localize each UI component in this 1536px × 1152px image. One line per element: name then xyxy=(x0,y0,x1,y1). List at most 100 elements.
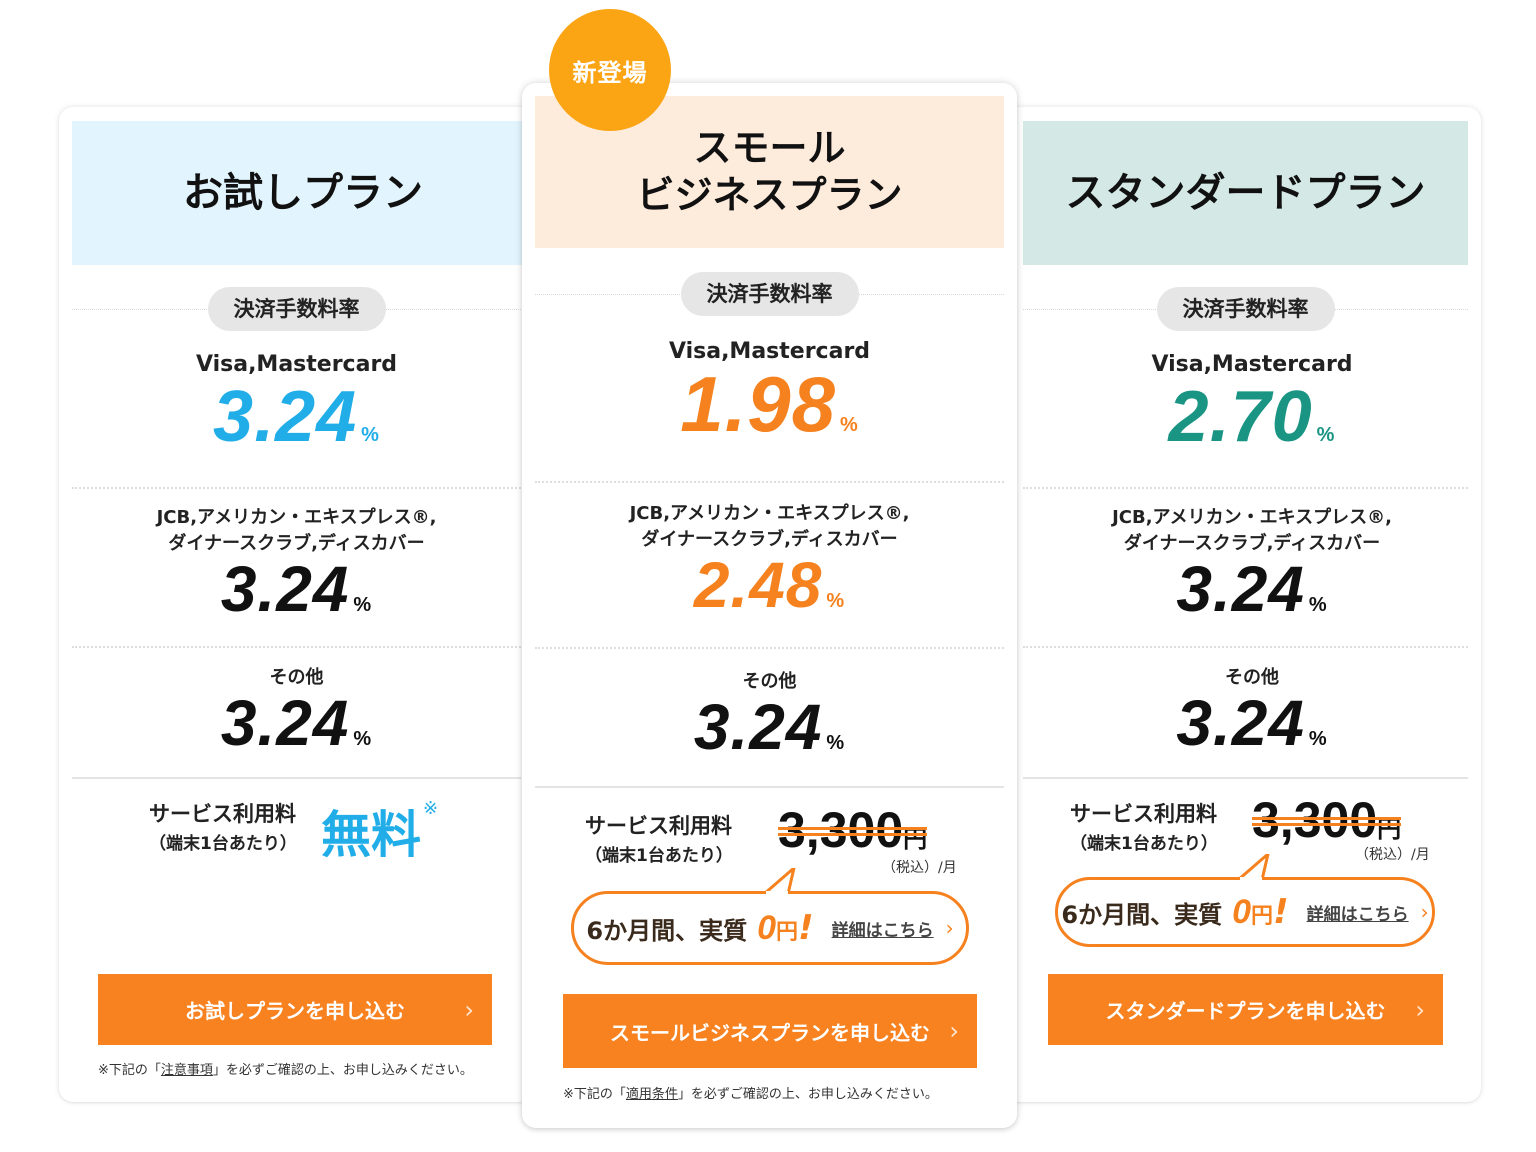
divider xyxy=(535,647,1004,649)
chevron-right-icon: › xyxy=(945,916,954,940)
original-price: 3,300円 xyxy=(1252,791,1402,849)
jcb-label-line2: ダイナースクラブ,ディスカバー xyxy=(168,533,425,554)
jcb-rate: 2.48% xyxy=(522,553,1017,635)
percent-sign: % xyxy=(353,728,373,750)
jcb-label-line2: ダイナースクラブ,ディスカバー xyxy=(1123,533,1381,554)
chevron-right-icon: › xyxy=(1415,995,1425,1024)
plan-title-line1: スモール xyxy=(693,125,846,170)
note-suffix: 」を必ずご確認の上、お申し込みください。 xyxy=(212,1063,473,1078)
free-text: 無料 xyxy=(321,806,421,864)
divider xyxy=(72,487,521,489)
jcb-rate-value: 3.24 xyxy=(220,553,350,625)
new-badge: 新登場 xyxy=(549,9,671,131)
original-price-value: 3,300 xyxy=(778,802,904,858)
visa-label: Visa,Mastercard xyxy=(1151,352,1353,377)
service-fee-label: サービス利用料 （端末1台あたり） xyxy=(149,799,297,859)
apply-standard-button[interactable]: スタンダードプランを申し込む › xyxy=(1048,974,1443,1045)
other-rate: 3.24% xyxy=(59,691,534,773)
plan-title-small-business: スモール ビジネスプラン xyxy=(535,96,1004,248)
service-fee-title: サービス利用料 xyxy=(149,802,296,826)
apply-trial-button[interactable]: お試しプランを申し込む › xyxy=(98,974,492,1045)
other-rate-value: 3.24 xyxy=(1176,687,1305,759)
promo-yen: 円 xyxy=(1251,904,1274,929)
service-fee-sub: （端末1台あたり） xyxy=(1070,834,1218,854)
percent-sign: % xyxy=(353,594,373,616)
percent-sign: % xyxy=(1308,728,1328,750)
jcb-rate: 3.24% xyxy=(59,557,534,639)
apply-small-business-label: スモールビジネスプランを申し込む xyxy=(610,1020,930,1045)
fee-rate-heading-row: 決済手数料率 xyxy=(1023,287,1468,331)
plan-card-small-business: スモール ビジネスプラン 決済手数料率 Visa,Mastercard 1.98… xyxy=(522,83,1017,1128)
visa-label: Visa,Mastercard xyxy=(668,339,871,364)
apply-small-business-button[interactable]: スモールビジネスプランを申し込む › xyxy=(563,994,977,1068)
percent-sign: % xyxy=(840,414,859,436)
jcb-label-line1: JCB,アメリカン・エキスプレス®, xyxy=(156,507,437,528)
other-rate: 3.24% xyxy=(1023,691,1481,773)
promo-bubble: 6か月間、実質 0円! 詳細はこちら › xyxy=(571,868,969,965)
other-rate-value: 3.24 xyxy=(693,691,823,763)
promo-bubble: 6か月間、実質 0円! 詳細はこちら › xyxy=(1055,854,1435,947)
other-label: その他 xyxy=(1225,667,1279,688)
percent-sign: % xyxy=(826,732,846,754)
divider-solid xyxy=(1023,777,1468,779)
other-label: その他 xyxy=(742,671,797,692)
service-fee-title: サービス利用料 xyxy=(585,814,732,838)
fee-rate-heading-row: 決済手数料率 xyxy=(72,287,521,331)
jcb-label-line1: JCB,アメリカン・エキスプレス®, xyxy=(629,503,910,524)
divider-solid xyxy=(535,786,1004,788)
details-link[interactable]: 詳細はこちら xyxy=(1306,904,1409,925)
visa-rate-value: 3.24 xyxy=(213,377,358,457)
promo-text: 6か月間、実質 xyxy=(1061,900,1223,929)
fee-rate-heading-row: 決済手数料率 xyxy=(535,272,1004,316)
chevron-right-icon: › xyxy=(949,1017,959,1045)
service-fee-sub: （端末1台あたり） xyxy=(585,846,733,866)
promo-zero: 0 xyxy=(1232,893,1252,931)
percent-sign: % xyxy=(1316,424,1336,446)
apply-standard-label: スタンダードプランを申し込む xyxy=(1105,999,1386,1023)
plan-card-trial: お試しプラン 決済手数料率 Visa,Mastercard 3.24% JCB,… xyxy=(59,107,534,1102)
service-fee-sub: （端末1台あたり） xyxy=(149,834,297,854)
visa-rate-value: 2.70 xyxy=(1168,377,1313,457)
note-prefix: ※下記の「 xyxy=(563,1087,626,1102)
service-fee-free: 無料 ※ xyxy=(321,795,438,867)
tax-per-month: （税込）/月 xyxy=(1355,847,1430,863)
chevron-right-icon: › xyxy=(464,995,474,1024)
plan-title-line2: ビジネスプラン xyxy=(636,173,903,217)
service-fee-label: サービス利用料 （端末1台あたり） xyxy=(585,811,733,871)
promo-exclamation: ! xyxy=(798,908,814,948)
visa-rate: 2.70% xyxy=(1023,381,1481,473)
visa-rate-section: Visa,Mastercard 2.70% xyxy=(1023,352,1481,473)
yen-unit: 円 xyxy=(903,826,928,853)
jcb-rate-value: 2.48 xyxy=(693,549,823,621)
trial-note: ※下記の「注意事項」を必ずご確認の上、お申し込みください。 xyxy=(98,1059,473,1078)
visa-rate: 1.98% xyxy=(522,365,1017,465)
promo-zero: 0 xyxy=(757,909,777,947)
details-link[interactable]: 詳細はこちら xyxy=(831,920,934,941)
service-fee-title: サービス利用料 xyxy=(1070,802,1217,826)
apply-trial-label: お試しプランを申し込む xyxy=(185,999,405,1023)
jcb-rate-value: 3.24 xyxy=(1176,553,1305,625)
other-label: その他 xyxy=(269,667,324,688)
service-fee-label: サービス利用料 （端末1台あたり） xyxy=(1070,799,1218,859)
jcb-label-line2: ダイナースクラブ,ディスカバー xyxy=(641,529,898,550)
jcb-rate-section: JCB,アメリカン・エキスプレス®, ダイナースクラブ,ディスカバー 3.24% xyxy=(59,505,534,639)
visa-rate-section: Visa,Mastercard 1.98% xyxy=(522,339,1017,465)
promo-price: 0円! xyxy=(757,908,821,948)
fee-rate-pill: 決済手数料率 xyxy=(1156,287,1335,331)
notes-link[interactable]: 注意事項 xyxy=(160,1063,213,1078)
other-rate-section: その他 3.24% xyxy=(522,669,1017,777)
divider xyxy=(1023,487,1468,489)
bubble-tail xyxy=(1238,854,1270,880)
small-business-note: ※下記の「適用条件」を必ずご確認の上、お申し込みください。 xyxy=(563,1083,938,1102)
conditions-link[interactable]: 適用条件 xyxy=(625,1087,678,1102)
fee-rate-pill: 決済手数料率 xyxy=(680,272,859,316)
jcb-rate-section: JCB,アメリカン・エキスプレス®, ダイナースクラブ,ディスカバー 3.24% xyxy=(1023,505,1481,639)
promo-exclamation: ! xyxy=(1273,892,1289,932)
divider xyxy=(535,481,1004,483)
plan-title-trial: お試しプラン xyxy=(72,121,534,265)
visa-rate-value: 1.98 xyxy=(680,360,836,448)
divider-solid xyxy=(72,777,521,779)
original-price-value: 3,300 xyxy=(1252,792,1378,848)
percent-sign: % xyxy=(1308,594,1328,616)
bubble-tail xyxy=(764,868,796,894)
